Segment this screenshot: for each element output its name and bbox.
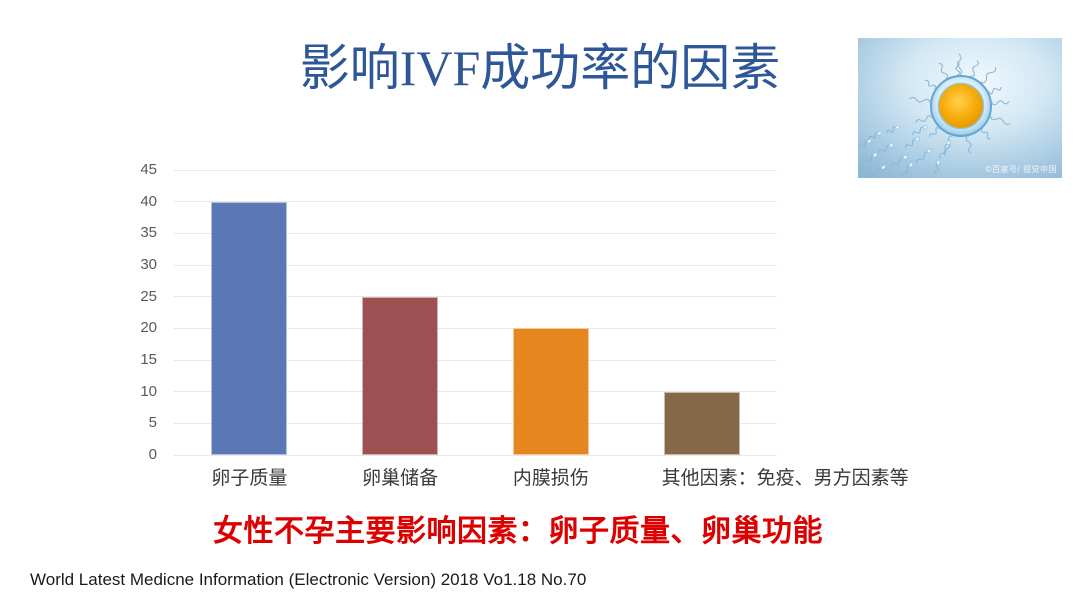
y-axis-tick-label: 0 — [148, 446, 157, 463]
x-axis-category-label: 内膜损伤 — [512, 468, 589, 489]
gridline — [174, 232, 777, 234]
photo-watermark: ©百家号/ 视觉中国 — [985, 165, 1057, 174]
gridline — [174, 391, 777, 393]
slide-title: 影响IVF成功率的因素 — [299, 40, 781, 96]
gridline — [174, 296, 777, 298]
egg-fertilization-illustration — [858, 38, 1062, 178]
bar-1 — [211, 201, 288, 455]
y-axis-tick-label: 40 — [140, 192, 157, 210]
x-axis-category-label: 卵巢储备 — [362, 468, 439, 489]
y-axis-tick-label: 5 — [148, 414, 157, 432]
y-axis-tick-label: 30 — [140, 256, 157, 273]
gridline — [174, 422, 777, 424]
gridline — [174, 201, 777, 203]
ivf-egg-photo: ©百家号/ 视觉中国 — [858, 38, 1062, 178]
bar-2 — [362, 296, 439, 455]
bar-3 — [512, 328, 589, 455]
egg-yolk — [939, 84, 983, 128]
gridline — [174, 359, 777, 361]
y-axis-tick-label: 10 — [140, 382, 157, 400]
gridline — [174, 454, 777, 456]
gridline — [174, 327, 777, 329]
bar-4 — [663, 391, 740, 455]
y-axis-tick-label: 45 — [140, 161, 157, 178]
y-axis-tick-label: 25 — [140, 287, 157, 305]
x-axis-category-label: 卵子质量 — [211, 468, 288, 489]
x-axis-category-label: 其他因素：免疫、男方因素等 — [661, 468, 909, 489]
y-axis-tick-label: 20 — [140, 319, 157, 337]
gridline — [174, 264, 777, 266]
annotation-text: 女性不孕主要影响因素：卵子质量、卵巢功能 — [213, 515, 823, 548]
y-axis-tick-label: 15 — [140, 351, 157, 368]
footer-citation: World Latest Medicne Information (Electr… — [30, 570, 587, 589]
y-axis-tick-label: 35 — [140, 224, 157, 242]
gridline — [174, 169, 777, 171]
